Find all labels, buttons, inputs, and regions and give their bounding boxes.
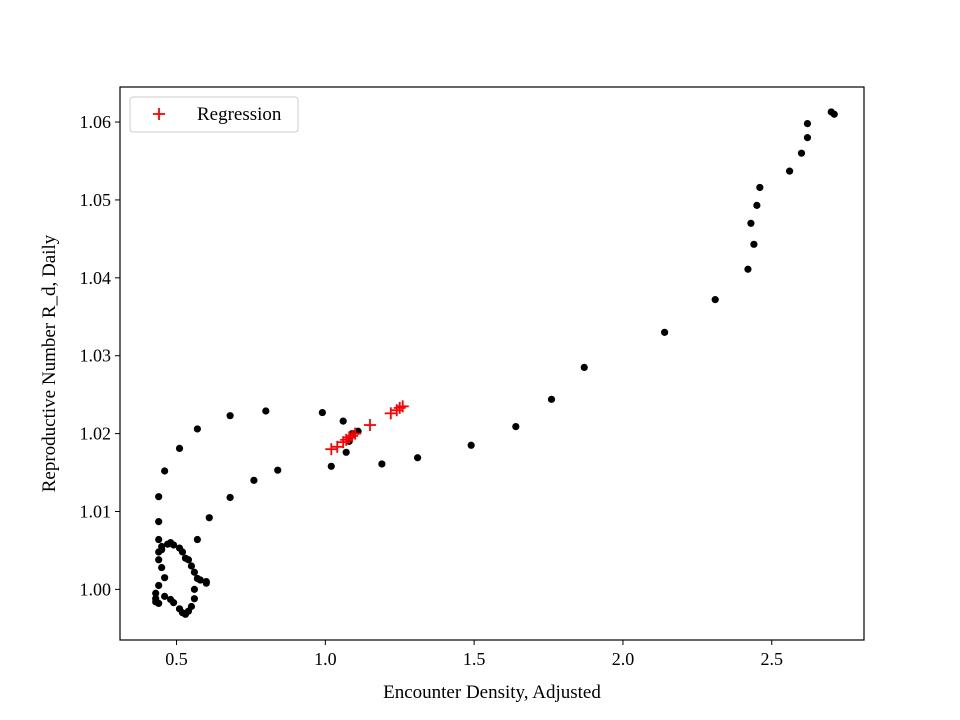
data-point <box>250 476 258 484</box>
data-point <box>161 592 169 600</box>
data-point <box>711 296 719 304</box>
x-tick-label: 1.0 <box>314 649 337 669</box>
x-tick-label: 0.5 <box>165 649 188 669</box>
data-point <box>193 535 201 544</box>
data-points <box>152 108 838 618</box>
data-point <box>152 589 160 597</box>
data-point <box>753 201 761 209</box>
data-point <box>661 328 669 336</box>
data-point <box>158 563 166 572</box>
data-point <box>803 134 812 142</box>
data-point <box>318 408 326 417</box>
regression-point <box>325 443 338 456</box>
data-point <box>169 541 178 549</box>
data-point <box>178 548 187 556</box>
y-tick-label: 1.00 <box>80 579 112 599</box>
data-point <box>205 514 213 522</box>
data-point <box>750 240 758 248</box>
legend-box <box>129 96 299 133</box>
data-point <box>190 568 198 576</box>
data-point <box>193 425 201 433</box>
plot-frame <box>119 86 865 641</box>
regression-point <box>396 400 409 413</box>
data-point <box>155 518 163 526</box>
x-axis-label: Encounter Density, Adjusted <box>383 682 601 703</box>
data-point <box>262 407 270 415</box>
data-point <box>467 441 475 449</box>
data-point <box>161 574 169 582</box>
data-point <box>190 585 198 593</box>
data-point <box>830 110 838 118</box>
x-tick-label: 1.5 <box>463 649 486 669</box>
data-point <box>175 444 184 452</box>
axis-ticks: 0.5 1.0 1.5 2.0 2.5 1.00 1.01 1.02 1.03 1.04 1.05 1… <box>80 112 783 669</box>
legend-label-regression: Regression <box>197 104 282 125</box>
data-point <box>339 417 347 425</box>
data-point <box>756 183 764 192</box>
y-tick-label: 1.06 <box>80 112 112 132</box>
data-point <box>166 595 175 604</box>
y-tick-label: 1.03 <box>80 346 112 366</box>
data-point <box>190 595 198 603</box>
data-point <box>187 562 196 570</box>
data-point <box>327 462 335 470</box>
data-point <box>797 149 806 157</box>
legend-marker-regression <box>153 108 165 120</box>
data-point <box>274 466 282 474</box>
y-axis-label: Reproductive Number R_d, Daily <box>39 234 60 492</box>
data-point <box>184 556 193 564</box>
data-point <box>161 467 169 475</box>
y-tick-label: 1.04 <box>80 268 112 288</box>
data-point <box>747 219 755 227</box>
data-point <box>512 422 520 431</box>
data-point <box>226 493 234 502</box>
data-point <box>155 581 163 590</box>
data-point <box>226 412 234 420</box>
data-point <box>155 535 163 544</box>
data-point <box>342 448 350 456</box>
data-point <box>175 605 184 613</box>
x-tick-label: 2.0 <box>612 649 635 669</box>
regression-point <box>363 419 376 432</box>
regression-point <box>346 429 359 442</box>
data-point <box>378 460 386 468</box>
y-tick-label: 1.05 <box>80 190 112 210</box>
y-tick-label: 1.01 <box>80 501 112 521</box>
data-point <box>158 542 166 551</box>
data-point <box>547 395 556 403</box>
data-point <box>152 595 160 603</box>
regression-point <box>393 401 406 414</box>
regression-point <box>349 427 362 440</box>
data-point <box>580 363 588 371</box>
data-point <box>155 556 163 564</box>
legend: Regression <box>129 96 299 133</box>
data-point <box>202 579 210 587</box>
data-point <box>414 454 422 462</box>
data-point <box>786 167 794 175</box>
legend-plus-icon <box>153 108 165 120</box>
data-point <box>196 576 204 584</box>
data-point <box>803 120 812 128</box>
data-point <box>744 265 752 273</box>
x-tick-label: 2.5 <box>760 649 783 669</box>
y-tick-label: 1.02 <box>80 424 112 444</box>
data-point <box>155 493 163 501</box>
